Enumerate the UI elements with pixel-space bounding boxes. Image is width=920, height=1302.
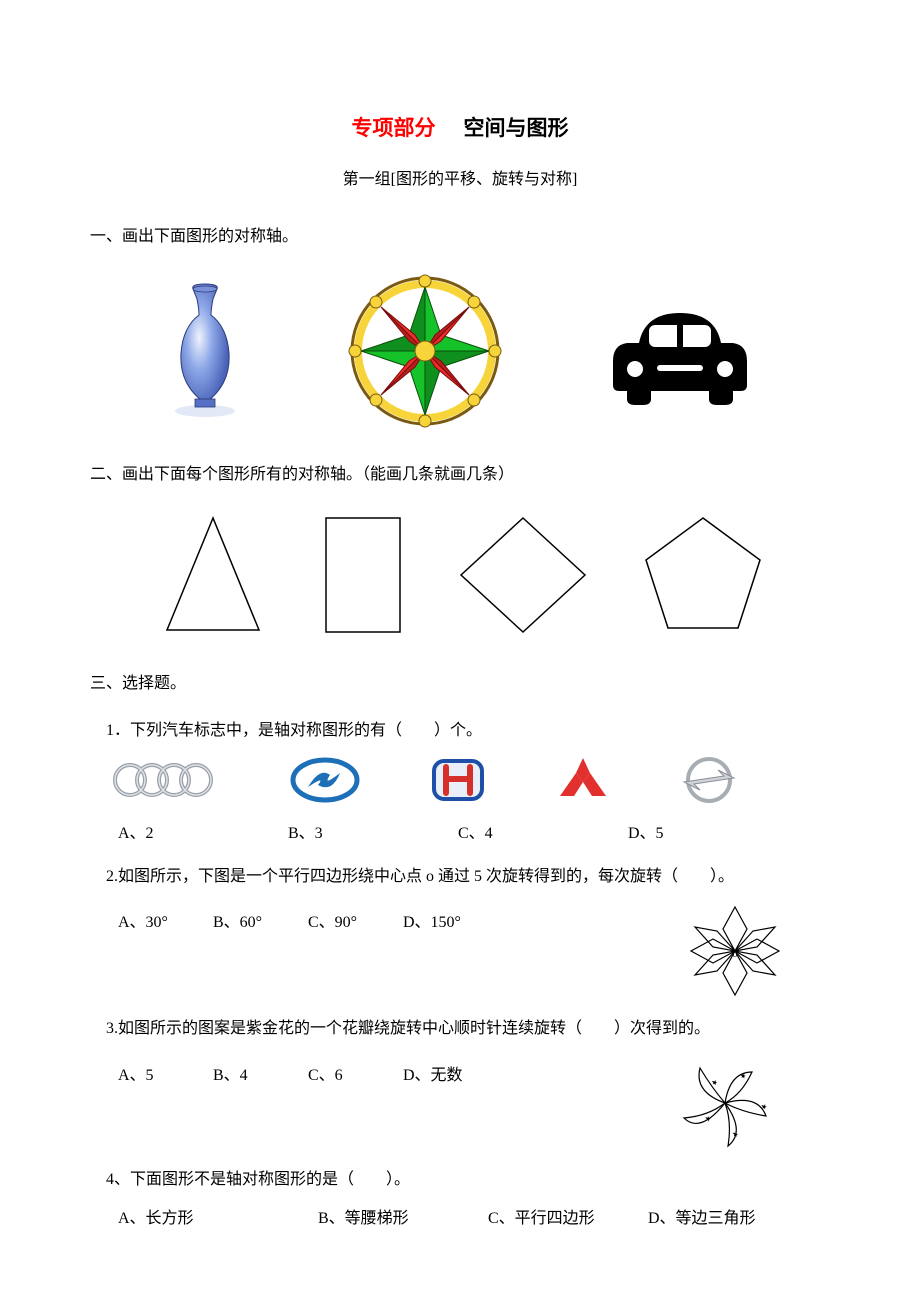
section1-figures: [110, 271, 810, 431]
q1-opt-c: C、4: [458, 820, 628, 849]
vase-icon: [155, 281, 255, 421]
section2-figures: [130, 510, 790, 640]
q3-opt-b: B、4: [213, 1062, 308, 1091]
q4-opt-c: C、平行四边形: [488, 1205, 648, 1234]
section3-heading: 三、选择题。: [90, 670, 830, 699]
subtitle: 第一组[图形的平移、旋转与对称]: [90, 166, 830, 195]
section1-heading: 一、画出下面图形的对称轴。: [90, 223, 830, 252]
opel-logo-icon: [680, 756, 738, 804]
q1-opt-b: B、3: [288, 820, 458, 849]
car-icon: [595, 291, 765, 411]
honda-logo-icon: [430, 757, 486, 803]
q4-text: 4、下面图形不是轴对称图形的是（ ）。: [106, 1166, 830, 1195]
q1-options: A、2 B、3 C、4 D、5: [118, 820, 830, 849]
audi-logo-icon: [110, 760, 220, 800]
q3-options: A、5 B、4 C、6 D、无数: [118, 1062, 670, 1091]
q4-opt-a: A、长方形: [118, 1205, 318, 1234]
q3-opt-d: D、无数: [403, 1062, 498, 1091]
q2-opt-d: D、150°: [403, 909, 498, 938]
q4-opt-d: D、等边三角形: [648, 1205, 756, 1234]
q3-text: 3.如图所示的图案是紫金花的一个花瓣绕旋转中心顺时针连续旋转（ ）次得到的。: [106, 1015, 830, 1044]
q2-opt-b: B、60°: [213, 909, 308, 938]
q1-logos: [110, 756, 830, 804]
q2-text: 2.如图所示，下图是一个平行四边形绕中心点 o 通过 5 次旋转得到的，每次旋转…: [106, 863, 830, 892]
q1-text: 1．下列汽车标志中，是轴对称图形的有（ ）个。: [106, 717, 830, 746]
q1-opt-d: D、5: [628, 820, 798, 849]
q3-opt-c: C、6: [308, 1062, 403, 1091]
hexagram-center-label: o: [733, 949, 738, 960]
rectangle-shape: [318, 510, 408, 640]
q2-opt-a: A、30°: [118, 909, 213, 938]
q2-opt-c: C、90°: [308, 909, 403, 938]
pentagon-shape: [638, 510, 768, 640]
mitsubishi-logo-icon: [556, 756, 610, 804]
page-title: 专项部分 空间与图形: [90, 110, 830, 148]
section2-heading: 二、画出下面每个图形所有的对称轴。（能画几条就画几条）: [90, 461, 830, 490]
q2-options: A、30° B、60° C、90° D、150°: [118, 909, 680, 938]
title-black: 空间与图形: [464, 116, 569, 140]
triangle-shape: [153, 510, 273, 640]
compass-star-icon: [345, 271, 505, 431]
q4-opt-b: B、等腰梯形: [318, 1205, 488, 1234]
q4-options: A、长方形 B、等腰梯形 C、平行四边形 D、等边三角形: [118, 1205, 830, 1234]
hyundai-logo-icon: [290, 757, 360, 803]
diamond-shape: [453, 510, 593, 640]
hexagram-figure-icon: o: [680, 901, 790, 1001]
title-red: 专项部分: [352, 116, 436, 140]
q1-opt-a: A、2: [118, 820, 288, 849]
q3-opt-a: A、5: [118, 1062, 213, 1091]
bauhinia-figure-icon: [670, 1054, 780, 1152]
